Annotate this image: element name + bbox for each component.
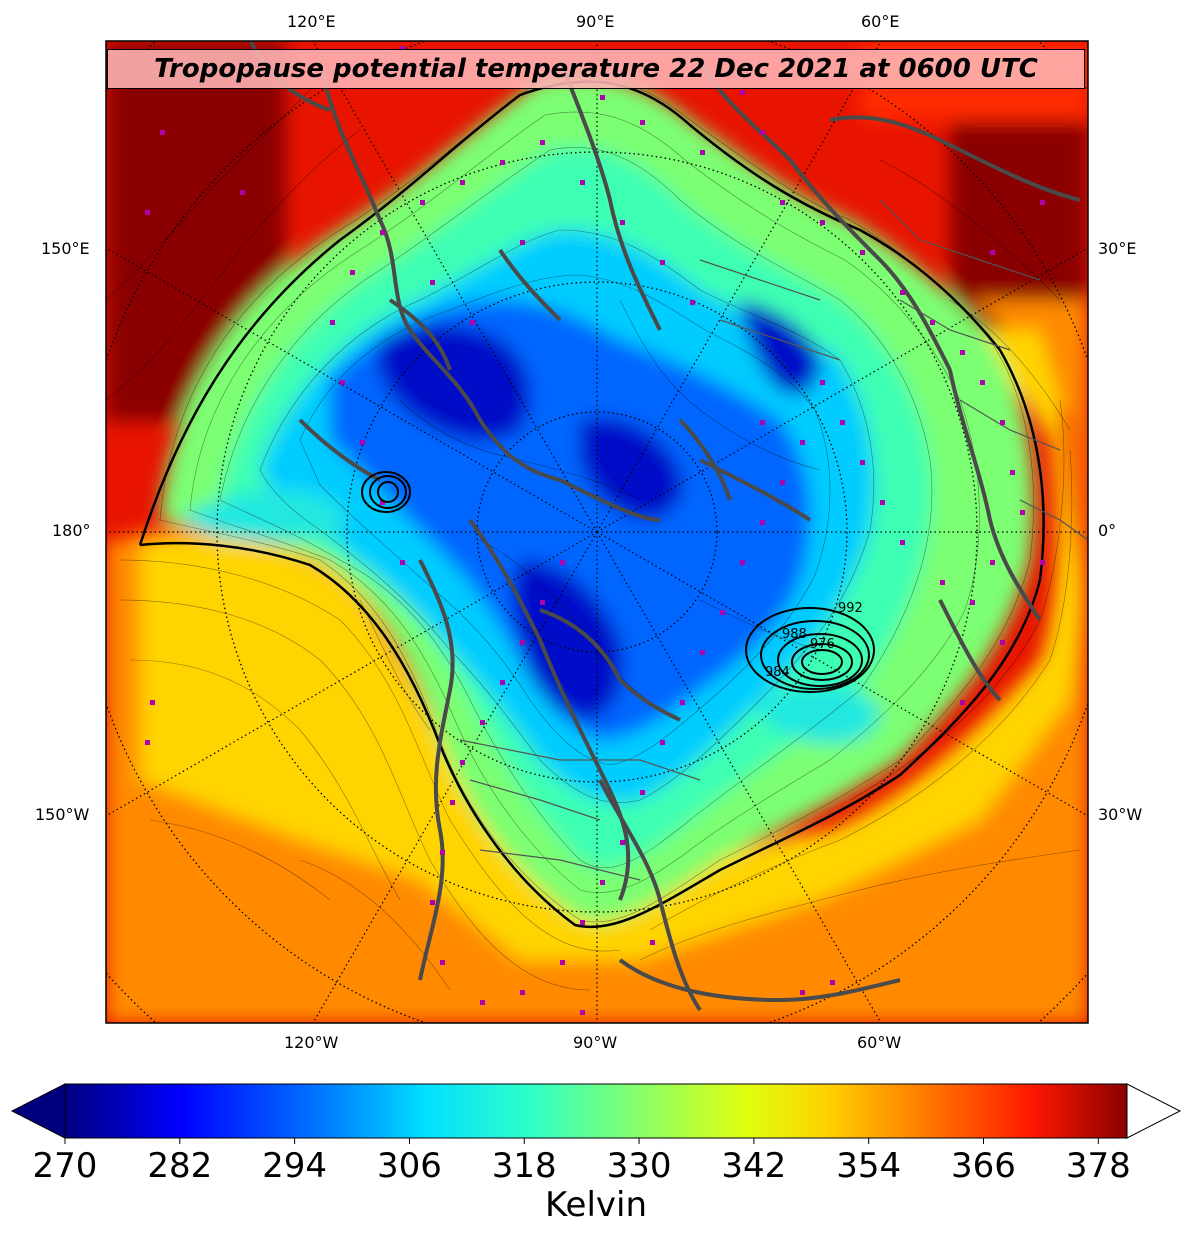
colorbar-tick-label: 366 bbox=[951, 1146, 1016, 1186]
lon-label-bottom-120w: 120°W bbox=[284, 1033, 338, 1052]
colorbar-min-extend bbox=[12, 1084, 65, 1138]
contour-label: 984 bbox=[765, 665, 790, 680]
lon-label-top-90e: 90°E bbox=[576, 12, 614, 31]
colorbar-tick-label: 294 bbox=[262, 1146, 327, 1186]
lon-label-right-30w: 30°W bbox=[1098, 805, 1142, 824]
contour-label: 988 bbox=[782, 627, 807, 642]
title-box: Tropopause potential temperature 22 Dec … bbox=[107, 49, 1085, 89]
colorbar-tick-label: 282 bbox=[147, 1146, 212, 1186]
lon-label-right-0: 0° bbox=[1098, 521, 1116, 540]
colorbar-tick-label: 342 bbox=[721, 1146, 786, 1186]
map-title: Tropopause potential temperature 22 Dec … bbox=[154, 54, 1038, 84]
colorbar-tick-label: 378 bbox=[1066, 1146, 1131, 1186]
colorbar bbox=[12, 1084, 1180, 1144]
colorbar-tick-label: 270 bbox=[33, 1146, 98, 1186]
map-field: 992 988 984 976 bbox=[0, 0, 1192, 1192]
colorbar-max-extend bbox=[1127, 1084, 1180, 1138]
lon-label-bottom-60w: 60°W bbox=[857, 1033, 901, 1052]
colorbar-tick-label: 306 bbox=[377, 1146, 442, 1186]
colorbar-tick-label: 330 bbox=[607, 1146, 672, 1186]
lon-label-top-60e: 60°E bbox=[861, 12, 899, 31]
lon-label-right-30e: 30°E bbox=[1098, 239, 1136, 258]
lon-label-left-180: 180° bbox=[52, 521, 91, 540]
contour-label: 976 bbox=[810, 637, 835, 652]
colorbar-tick-label: 318 bbox=[492, 1146, 557, 1186]
lon-label-bottom-90w: 90°W bbox=[573, 1033, 617, 1052]
contour-label: 992 bbox=[838, 601, 863, 616]
colorbar-label: Kelvin bbox=[0, 1185, 1192, 1225]
colorbar-tick-label: 354 bbox=[836, 1146, 901, 1186]
lon-label-left-150w: 150°W bbox=[35, 805, 89, 824]
lon-label-left-150e: 150°E bbox=[41, 239, 90, 258]
colorbar-gradient bbox=[65, 1084, 1127, 1138]
lon-label-top-120e: 120°E bbox=[287, 12, 336, 31]
